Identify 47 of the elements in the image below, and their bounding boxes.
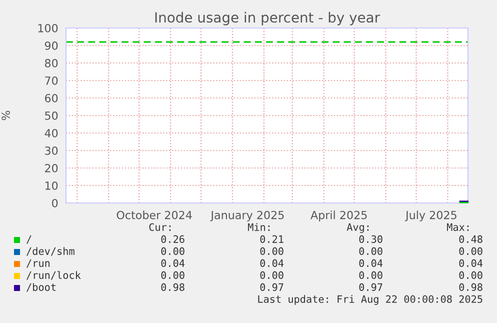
text: 0.00: [459, 247, 482, 255]
y-tick-label: 50: [45, 111, 58, 120]
text: 0.30: [359, 235, 382, 243]
x-tick-label: October 2024: [116, 210, 192, 220]
text: 0.00: [161, 247, 184, 255]
legend-label: /run/lock: [26, 271, 81, 280]
y-tick-label: 10: [45, 181, 58, 190]
text: 0.97: [359, 283, 382, 291]
y-tick-label: 0: [52, 198, 58, 208]
legend-label: /dev/shm: [26, 247, 74, 256]
text: 0.00: [459, 271, 482, 279]
x-tick-label: January 2025: [210, 210, 284, 222]
y-tick-label: 70: [45, 76, 58, 85]
legend-label: /: [26, 235, 32, 244]
y-tick-label: 100: [38, 24, 58, 32]
text: 0.48: [459, 235, 482, 243]
text: 0.98: [161, 283, 184, 291]
text: 0.04: [161, 259, 185, 267]
text: Min:: [248, 223, 270, 231]
text: 0.00: [260, 247, 284, 255]
text: 0.98: [459, 283, 482, 291]
y-tick-label: 80: [44, 58, 58, 68]
text: Max:: [447, 223, 469, 231]
text: 0.04: [459, 259, 483, 267]
legend-label: /run: [26, 259, 50, 268]
legend-label: /boot: [26, 283, 56, 292]
text: 0.21: [260, 235, 284, 243]
y-tick-label: 20: [45, 164, 58, 172]
text: 0.04: [359, 259, 383, 267]
chart-title: Inode usage in percent - by year: [155, 12, 380, 26]
y-axis-title: %: [2, 110, 10, 120]
y-tick-label: 90: [44, 41, 58, 50]
text: Avg:: [346, 223, 369, 233]
y-tick-label: 30: [45, 146, 58, 155]
text: Last update: Fri Aug 22 00:00:08 2025: [258, 295, 482, 305]
x-tick-label: April 2025: [310, 210, 367, 222]
text: 0.97: [260, 283, 284, 291]
text: 0.04: [260, 259, 284, 267]
text: 0.26: [161, 235, 184, 243]
text: 0.00: [161, 271, 184, 279]
y-tick-label: 60: [45, 94, 58, 102]
x-tick-label: July 2025: [404, 210, 456, 222]
text: 0.00: [359, 247, 382, 255]
text: 0.00: [260, 271, 284, 279]
y-tick-label: 40: [44, 128, 58, 138]
text: 0.00: [359, 271, 382, 279]
text: Cur:: [149, 223, 171, 231]
